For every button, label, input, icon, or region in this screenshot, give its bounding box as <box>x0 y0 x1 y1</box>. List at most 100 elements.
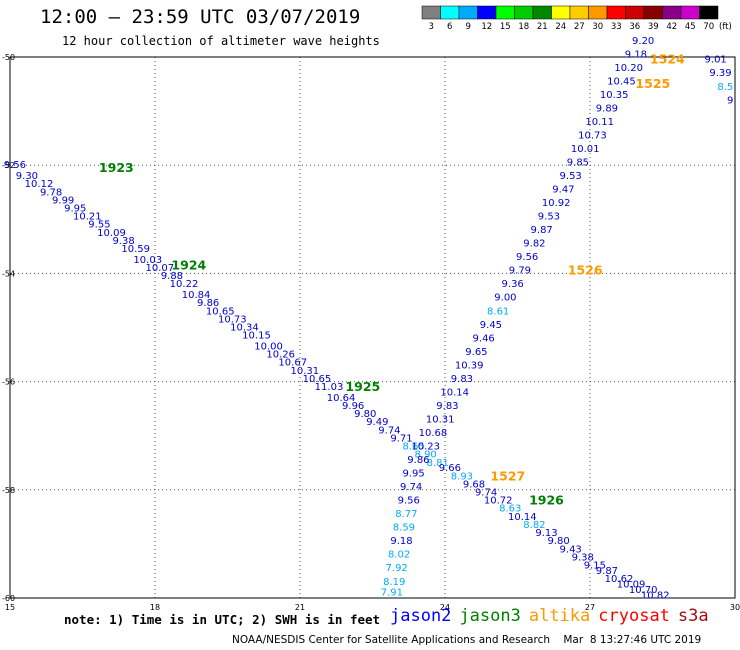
data-point-label: 10.59 <box>121 244 150 255</box>
data-point-label: 9.71 <box>390 433 412 444</box>
legend: 3 6 9 12 15 18 21 24 27 30 33 36 39 42 45 70 (ft) <box>421 5 732 32</box>
data-point-label: 10.67 <box>278 358 307 369</box>
data-point-label: 9.65 <box>465 347 487 358</box>
data-point-label: 10.00 <box>254 341 283 352</box>
legend-bin-label: 33 <box>611 22 622 32</box>
data-point-label: 9.01 <box>705 55 727 66</box>
legend-bin-label: 70 <box>703 22 714 32</box>
data-point-label: 10.35 <box>600 90 629 101</box>
data-point-label: 9.38 <box>112 236 134 247</box>
data-point-label: 9 <box>727 95 733 106</box>
data-point-label: 10.15 <box>242 331 271 342</box>
data-point-label: 9.89 <box>596 103 618 114</box>
data-point-label: 9.85 <box>567 157 589 168</box>
data-point-label: 10.09 <box>617 579 646 590</box>
x-tick-label: 21 <box>295 603 305 612</box>
data-point-label: 8.77 <box>395 509 417 520</box>
pass-id-label: 1527 <box>490 468 525 483</box>
data-point-label: 8.61 <box>487 306 509 317</box>
data-point-label: 10.84 <box>182 290 211 301</box>
data-point-label: 9.47 <box>552 185 574 196</box>
data-point-label: 8.82 <box>523 520 545 531</box>
data-point-label: 10.14 <box>508 512 537 523</box>
footer-credit: NOAA/NESDIS Center for Satellite Applica… <box>232 634 702 646</box>
data-point-label: 10.73 <box>578 130 607 141</box>
data-point-label: 10.45 <box>607 76 636 87</box>
legend-bin-label: 39 <box>648 22 659 32</box>
data-point-label: 9.00 <box>494 293 516 304</box>
legend-swatch <box>699 5 719 20</box>
data-point-label: 8.65 <box>402 442 424 453</box>
legend-bin-label: 21 <box>537 22 548 32</box>
y-tick-label: -58 <box>2 486 15 495</box>
legend-swatch <box>643 5 663 20</box>
data-point-label: 10.23 <box>411 442 440 453</box>
data-point-label: 10.09 <box>97 228 126 239</box>
data-point-label: 9.45 <box>480 320 502 331</box>
satellite-name: s3a <box>677 606 709 626</box>
legend-swatch <box>495 5 515 20</box>
legend-unit: (ft) <box>719 22 732 32</box>
data-point-label: 10.65 <box>303 374 332 385</box>
legend-swatch <box>680 5 700 20</box>
legend-swatch <box>662 5 682 20</box>
data-point-label: 8.5 <box>717 82 733 93</box>
data-point-label: 10.62 <box>605 574 634 585</box>
legend-swatch <box>514 5 534 20</box>
data-point-label: 10.70 <box>629 585 658 596</box>
data-point-label: 8.02 <box>388 550 410 561</box>
data-point-label: 9.68 <box>463 479 485 490</box>
data-point-label: 9.56 <box>516 252 538 263</box>
legend-swatch <box>625 5 645 20</box>
data-point-label: 8.90 <box>415 450 437 461</box>
x-tick-label: 15 <box>5 603 15 612</box>
data-point-label: 9.83 <box>436 401 458 412</box>
data-point-label: 8.63 <box>499 504 521 515</box>
data-point-label: 9.66 <box>439 463 461 474</box>
pass-id-label: 1923 <box>99 160 134 175</box>
data-point-label: 9.96 <box>342 401 364 412</box>
grid <box>10 57 735 598</box>
legend-swatch <box>421 5 441 20</box>
legend-bin-label: 18 <box>518 22 529 32</box>
data-point-label: 10.64 <box>327 393 356 404</box>
data-point-label: 9.53 <box>538 212 560 223</box>
data-point-label: 9.55 <box>88 220 110 231</box>
pass-id-label: 1524 <box>650 52 685 67</box>
data-point-label: 10.07 <box>146 263 175 274</box>
data-point-label: 10.31 <box>291 366 320 377</box>
data-point-label: 10.20 <box>614 63 643 74</box>
legend-swatch <box>606 5 626 20</box>
data-point-label: 9.82 <box>523 239 545 250</box>
data-point-label: 10.73 <box>218 314 247 325</box>
data-point-label: 9.99 <box>52 195 74 206</box>
data-point-label: 11.03 <box>315 382 344 393</box>
satellite-name: jason2 <box>390 606 452 626</box>
legend-swatch <box>458 5 478 20</box>
legend-bin-label: 42 <box>666 22 677 32</box>
data-point-label: 9.56 <box>398 496 420 507</box>
data-point-label: 9.80 <box>547 536 569 547</box>
data-point-label: 9.95 <box>64 203 86 214</box>
data-point-label: 9.87 <box>531 225 553 236</box>
y-tick-label: -54 <box>2 269 15 278</box>
data-point-label: 9.30 <box>16 171 38 182</box>
data-point-label: 9.78 <box>40 187 62 198</box>
legend-bin-label: 6 <box>447 22 452 32</box>
data-point-label: 10.72 <box>484 496 513 507</box>
data-point-label: 10.12 <box>25 179 54 190</box>
y-tick-label: -50 <box>2 53 15 62</box>
y-axis: -50 -52 -54 -56 -58 -60 <box>2 53 15 603</box>
data-point-label: 10.65 <box>206 306 235 317</box>
data-point-label: 10.01 <box>571 144 600 155</box>
data-point-label: 9.79 <box>509 266 531 277</box>
data-point-label: 10.39 <box>455 360 484 371</box>
data-point-label: 9.80 <box>354 409 376 420</box>
data-point-label: 9.74 <box>400 482 422 493</box>
pass-id-label: 1926 <box>529 493 564 508</box>
pass-id-label: 1925 <box>345 379 380 394</box>
data-point-label: 8.59 <box>393 523 415 534</box>
chart-title: 12:00 – 23:59 UTC 03/07/2019 <box>40 6 361 28</box>
data-point-label: 9.15 <box>584 561 606 572</box>
